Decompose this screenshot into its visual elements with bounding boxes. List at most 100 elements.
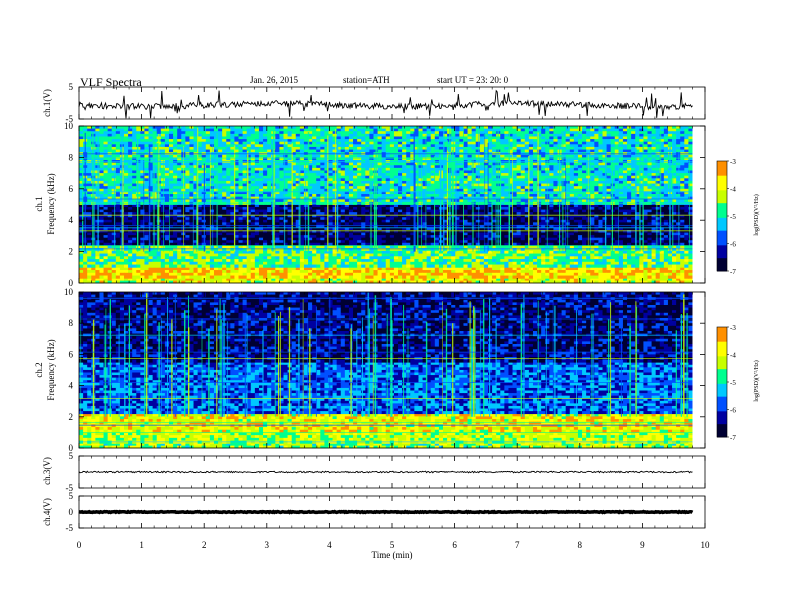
spectrogram-cell (680, 227, 685, 231)
spectrogram-cell (418, 256, 423, 260)
spectrogram-cell (87, 227, 92, 231)
spectrogram-cell (246, 245, 252, 249)
spectrogram-cell (156, 126, 162, 130)
spectrogram-cell (545, 280, 550, 284)
spectrogram-cell (340, 264, 346, 268)
spectrogram-cell (430, 242, 436, 246)
spectrogram-cell (414, 222, 419, 226)
spectrogram-cell (385, 248, 391, 252)
spectrogram-cell (328, 280, 333, 284)
spectrogram-cell (504, 128, 509, 132)
spectrogram-cell (487, 242, 493, 246)
spectrogram-cell (209, 250, 215, 254)
spectrogram-cell (680, 270, 685, 274)
spectrogram-cell (594, 270, 599, 274)
spectrogram-cell (271, 272, 276, 276)
spectrogram-cell (324, 248, 329, 252)
spectrogram-cell (242, 248, 248, 252)
spectrogram-cell (148, 256, 154, 260)
spectrogram-cell (590, 128, 595, 132)
spectrogram-cell (614, 278, 620, 282)
spectrogram-cell (340, 212, 346, 216)
spectrogram-cell (128, 230, 133, 233)
spectrogram-cell (430, 250, 436, 254)
spectrogram-cell (569, 230, 575, 233)
spectrogram-cell (295, 212, 301, 216)
spectrogram-cell (541, 128, 546, 132)
spectrogram-cell (99, 212, 104, 216)
spectrogram-cell (406, 207, 411, 210)
spectrogram-cell (590, 272, 595, 276)
spectrogram-cell (577, 232, 583, 236)
spectrogram-cell (205, 214, 211, 218)
spectrogram-cell (569, 248, 575, 252)
spectrogram-cell (312, 261, 317, 265)
spectrogram-cell (365, 224, 370, 228)
spectrogram-cell (561, 131, 567, 135)
spectrogram-cell (676, 128, 681, 132)
spectrogram-cell (508, 217, 513, 221)
spectrogram-cell (234, 256, 239, 260)
spectrogram-cell (222, 275, 227, 279)
spectrogram-cell (258, 217, 264, 221)
spectrogram-cell (107, 207, 113, 210)
spectrogram-cell (467, 214, 473, 218)
spectrogram-cell (119, 270, 125, 274)
spectrogram-cell (87, 248, 92, 252)
spectrogram-cell (181, 280, 186, 284)
spectrogram-cell (123, 232, 129, 236)
spectrogram-cell (209, 128, 215, 132)
spectrogram-cell (275, 227, 280, 231)
spectrogram-cell (316, 230, 321, 233)
spectrogram-cell (144, 256, 149, 260)
spectrogram-cell (148, 248, 154, 252)
spectrogram-cell (385, 272, 391, 276)
spectrogram-cell (385, 261, 391, 265)
spectrogram-cell (123, 128, 129, 132)
spectrogram-cell (410, 278, 415, 282)
spectrogram-cell (254, 256, 260, 260)
spectrogram-cell (455, 245, 460, 249)
spectrogram-cell (422, 128, 428, 132)
spectrogram-cell (222, 214, 227, 218)
spectrogram-cell (672, 280, 677, 284)
spectrogram-cell (226, 272, 231, 276)
spectrogram-cell (348, 131, 354, 135)
spectrogram-cell (492, 224, 497, 228)
spectrogram-cell (128, 242, 133, 246)
spectrogram-cell (582, 280, 587, 284)
spectrogram-cell (406, 232, 411, 236)
spectrogram-cell (463, 209, 468, 213)
spectrogram-cell (680, 261, 685, 265)
spectrogram-cell (287, 207, 293, 210)
spectrogram-cell (422, 250, 428, 254)
spectrogram-cell (487, 256, 493, 260)
spectrogram-cell (606, 217, 612, 221)
spectrogram-cell (234, 217, 239, 221)
spectrogram-cell (353, 227, 358, 231)
spectrogram-cell (496, 126, 501, 130)
spectrogram-cell (553, 214, 558, 218)
spectrogram-cell (148, 270, 154, 274)
spectrogram-cell (230, 259, 235, 263)
spectrogram-cell (475, 224, 481, 228)
spectrogram-cell (455, 232, 460, 236)
spectrogram-cell (573, 242, 579, 246)
spectrogram-cell (258, 278, 264, 282)
spectrogram-cell (177, 230, 182, 233)
spectrogram-cell (688, 209, 693, 213)
spectrogram-cell (520, 230, 526, 233)
spectrogram-cell (414, 259, 419, 263)
spectrogram-cell (128, 204, 133, 208)
spectrogram-cell (213, 235, 219, 239)
spectrogram-cell (528, 275, 534, 279)
spectrogram-cell (373, 280, 378, 284)
spectrogram-cell (123, 250, 129, 254)
spectrogram-cell (119, 267, 125, 271)
spectrogram-cell (320, 261, 325, 265)
spectrogram-cell (83, 250, 88, 254)
spectrogram-cell (344, 237, 350, 241)
spectrogram-cell (537, 222, 542, 226)
spectrogram-cell (573, 227, 579, 231)
spectrogram-cell (639, 131, 644, 135)
